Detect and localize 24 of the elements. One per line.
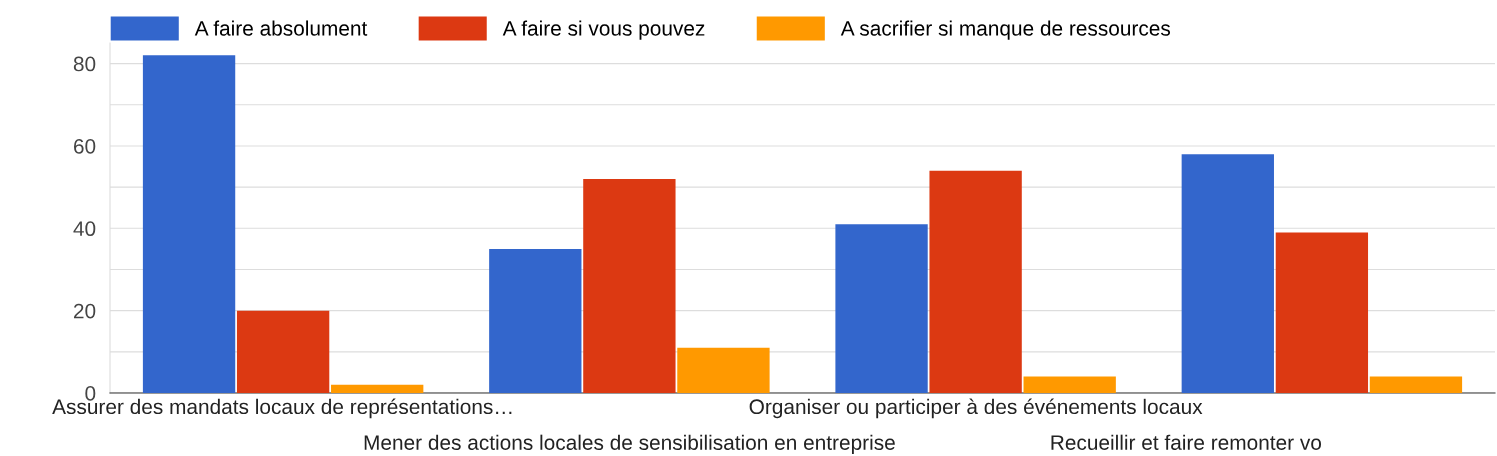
- bar: [929, 170, 1022, 393]
- bar: [583, 178, 676, 393]
- legend-label: A faire si vous pouvez: [502, 20, 705, 40]
- bar: [331, 384, 424, 393]
- bar: [1181, 154, 1274, 393]
- legend-label: A faire absolument: [194, 20, 368, 36]
- x-tick-label: Mener des actions locales de sensibilisation en entreprise: [364, 434, 895, 455]
- bar: [489, 248, 582, 393]
- y-tick-label: 0: [85, 386, 96, 401]
- bar: [1275, 232, 1369, 393]
- x-tick-label: Assurer des mandats locaux de représentations…: [52, 398, 512, 419]
- x-tick-label: Organiser ou participer à des événements locaux: [749, 398, 1203, 419]
- bar: [677, 347, 770, 393]
- bar: [1023, 376, 1116, 393]
- bar: [835, 224, 928, 393]
- bar: [236, 310, 330, 393]
- bar: [142, 55, 236, 393]
- y-tick-label: 60: [74, 138, 96, 154]
- legend-label: A sacrifier si manque de ressources: [840, 20, 1171, 40]
- y-tick-label: 20: [73, 303, 96, 319]
- y-tick-label: 80: [73, 56, 96, 72]
- bar: [1369, 376, 1463, 393]
- x-tick-label: Recueillir et faire remonter vo: [1051, 434, 1322, 450]
- y-tick-label: 40: [73, 221, 96, 237]
